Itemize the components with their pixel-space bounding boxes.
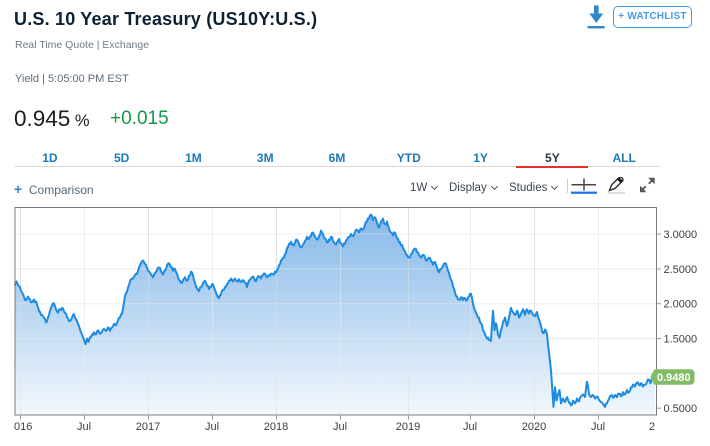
svg-text:3.0000: 3.0000 <box>664 229 698 241</box>
svg-text:1.5000: 1.5000 <box>664 334 698 346</box>
svg-text:2.0000: 2.0000 <box>664 299 698 311</box>
svg-text:Jul: Jul <box>77 421 91 433</box>
svg-text:2018: 2018 <box>264 421 288 433</box>
svg-text:Jul: Jul <box>333 421 347 433</box>
svg-text:Jul: Jul <box>463 421 477 433</box>
svg-text:2020: 2020 <box>522 421 546 433</box>
svg-text:2: 2 <box>649 421 655 433</box>
svg-text:2017: 2017 <box>136 421 160 433</box>
svg-text:Jul: Jul <box>591 421 605 433</box>
svg-text:0.9480: 0.9480 <box>657 372 691 384</box>
svg-text:016: 016 <box>14 421 32 433</box>
svg-text:2019: 2019 <box>396 421 420 433</box>
svg-text:0.5000: 0.5000 <box>664 403 698 415</box>
svg-text:Jul: Jul <box>205 421 219 433</box>
svg-text:2.5000: 2.5000 <box>664 264 698 276</box>
